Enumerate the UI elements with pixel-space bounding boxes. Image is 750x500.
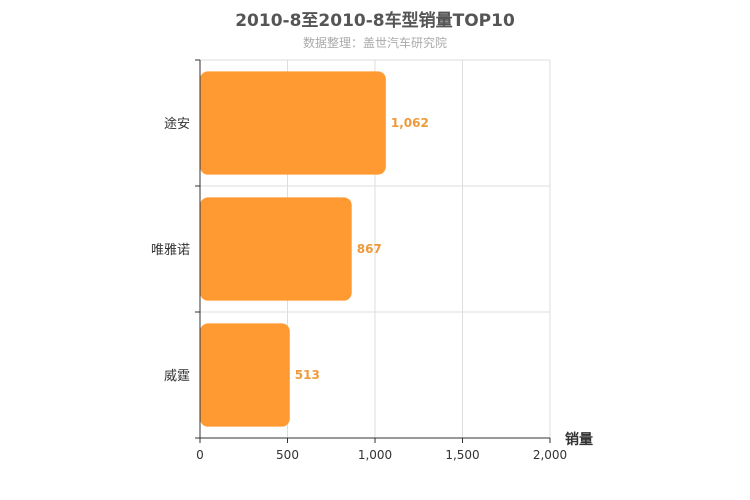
category-label: 唯雅诺 <box>151 243 190 258</box>
bar <box>200 71 386 175</box>
bars <box>200 71 386 427</box>
category-label: 途安 <box>164 116 190 132</box>
data-label: 513 <box>295 368 320 382</box>
category-label: 威霆 <box>164 369 190 384</box>
bar <box>200 323 290 427</box>
x-tick-label: 0 <box>196 448 204 462</box>
x-tick-label: 2,000 <box>533 448 567 462</box>
x-tick-label: 1,000 <box>358 448 392 462</box>
data-label: 867 <box>357 242 382 256</box>
chart-subtitle: 数据整理：盖世汽车研究院 <box>302 36 447 50</box>
x-axis-title: 销量 <box>565 431 593 448</box>
bar <box>200 197 352 301</box>
x-tick-label: 1,500 <box>445 448 479 462</box>
axes <box>195 59 551 443</box>
chart-title: 2010-8至2010-8车型销量TOP10 <box>235 11 515 31</box>
data-label: 1,062 <box>391 116 429 130</box>
x-tick-label: 500 <box>276 448 299 462</box>
